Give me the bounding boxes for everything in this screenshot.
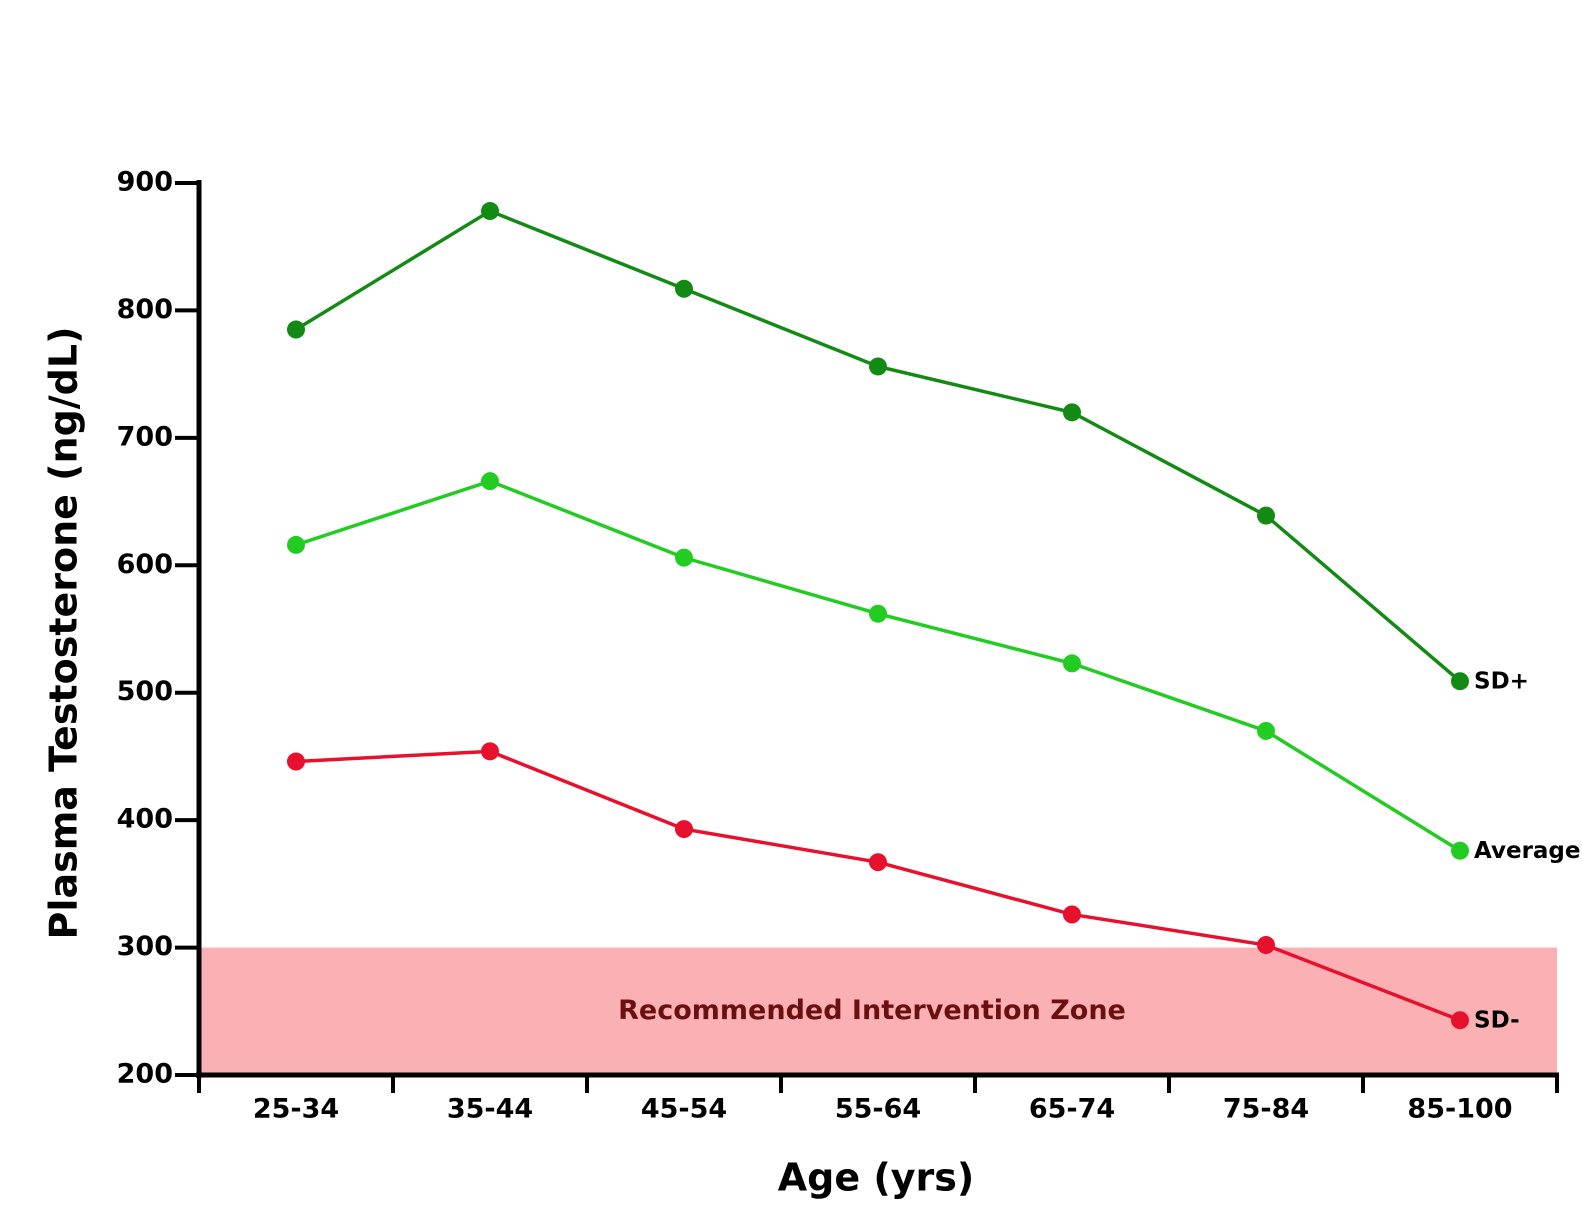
data-point — [675, 820, 693, 839]
series-label: Average — [1474, 838, 1581, 864]
y-tick-label: 200 — [117, 1059, 173, 1090]
data-point — [1063, 403, 1081, 422]
y-tick-label: 700 — [117, 421, 173, 452]
y-tick-label: 900 — [117, 167, 173, 198]
data-point — [1451, 1011, 1469, 1030]
data-point — [869, 357, 887, 376]
y-tick-label: 600 — [117, 549, 173, 580]
data-point — [675, 548, 693, 567]
data-point — [675, 279, 693, 298]
data-point — [1451, 841, 1469, 860]
data-point — [287, 320, 305, 339]
series-label: SD- — [1474, 1008, 1520, 1034]
x-tick-label: 25-34 — [253, 1094, 339, 1125]
x-tick-label: 85-100 — [1407, 1094, 1512, 1125]
x-tick-label: 75-84 — [1223, 1094, 1309, 1125]
series-line — [295, 479, 1461, 853]
data-point — [1451, 672, 1469, 691]
y-tick-label: 800 — [117, 294, 173, 325]
x-tick-label: 65-74 — [1029, 1094, 1115, 1125]
series-label: SD+ — [1474, 669, 1529, 695]
data-point — [1257, 936, 1275, 955]
x-tick-label: 45-54 — [641, 1094, 727, 1125]
y-tick-label: 300 — [117, 931, 173, 962]
x-tick-label: 55-64 — [835, 1094, 921, 1125]
data-point — [1063, 654, 1081, 673]
data-point — [1257, 506, 1275, 525]
y-tick-label: 500 — [117, 676, 173, 707]
x-tick-label: 35-44 — [447, 1094, 533, 1125]
data-point — [1257, 721, 1275, 740]
data-point — [287, 535, 305, 554]
y-tick-label: 400 — [117, 804, 173, 835]
data-point — [481, 742, 499, 761]
x-axis-title: Age (yrs) — [778, 1156, 974, 1200]
data-point — [869, 853, 887, 872]
data-point — [481, 202, 499, 221]
data-point — [287, 752, 305, 771]
zone-label: Recommended Intervention Zone — [618, 995, 1126, 1026]
data-point — [869, 604, 887, 623]
data-point — [1063, 905, 1081, 924]
data-point — [481, 472, 499, 491]
y-axis-title: Plasma Testosterone (ng/dL) — [42, 327, 86, 940]
